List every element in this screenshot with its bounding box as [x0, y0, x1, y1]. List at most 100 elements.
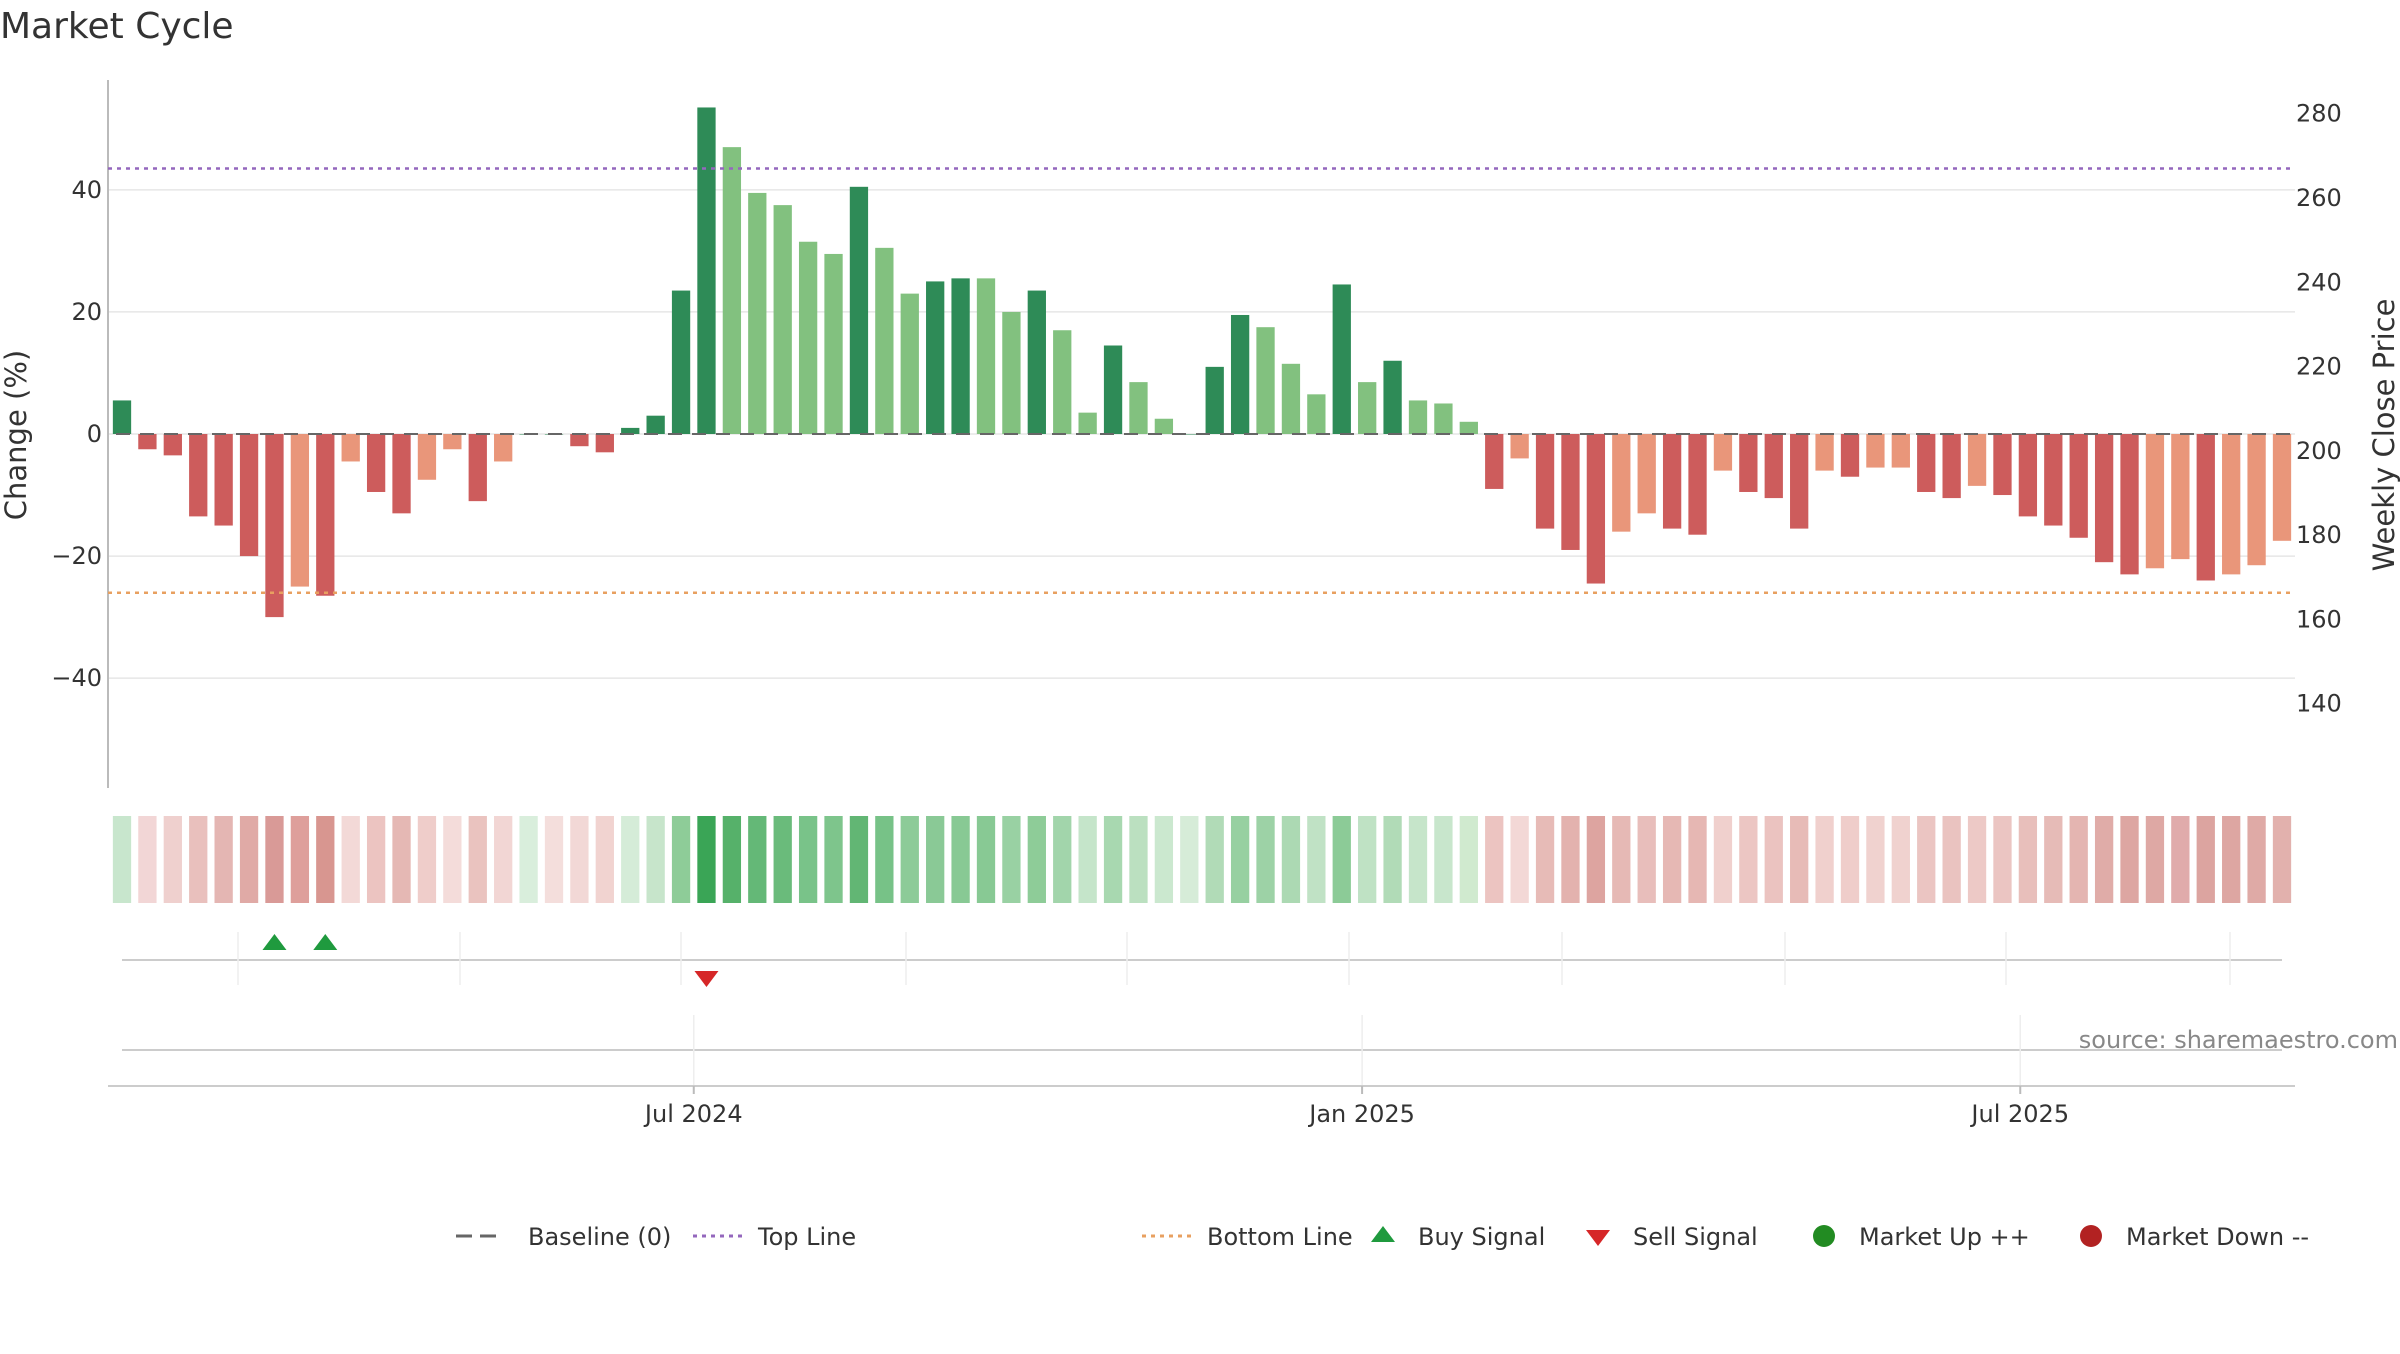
heat-strip-cell: [1027, 816, 1046, 903]
heat-strip-cell: [214, 816, 233, 903]
heat-strip-cell: [875, 816, 894, 903]
heat-strip-cell: [1307, 816, 1326, 903]
bar: [1307, 394, 1326, 434]
heat-strip-cell: [595, 816, 614, 903]
heat-strip-cell: [366, 816, 386, 903]
legend-item: Top Line: [693, 1223, 856, 1251]
source-credit: source: sharemaestro.com: [2079, 1026, 2398, 1054]
bar: [1713, 434, 1733, 471]
bar: [1434, 403, 1453, 434]
heat-strip-cell: [341, 816, 360, 903]
bar: [239, 434, 259, 557]
x-tick-label: Jan 2025: [1307, 1100, 1415, 1128]
heat-strip-cell: [2120, 816, 2139, 903]
bar: [2120, 434, 2139, 575]
legend-swatch-triangle-up: [1371, 1226, 1395, 1242]
heat-strip-cell: [112, 816, 132, 903]
bar: [1917, 434, 1936, 492]
heat-strip-cell: [265, 816, 284, 903]
bar: [366, 434, 386, 492]
bar: [417, 434, 437, 480]
y-tick-label-right: 280: [2296, 100, 2342, 128]
heat-strip-cell: [1510, 816, 1529, 903]
bar: [1053, 330, 1072, 434]
bar: [1967, 434, 1987, 486]
heat-strip-cell: [1459, 816, 1478, 903]
heat-strip-cell: [1281, 816, 1301, 903]
heat-strip-cell: [798, 816, 818, 903]
heat-strip-cell: [417, 816, 437, 903]
heat-strip-cell: [2171, 816, 2190, 903]
legend-item: Market Down --: [2080, 1223, 2309, 1251]
heat-strip-cell: [1485, 816, 1504, 903]
y-axis-right-title: Weekly Close Price: [2367, 299, 2400, 572]
heat-strip-cell: [1612, 816, 1631, 903]
x-tick-label: Jul 2025: [1969, 1100, 2069, 1128]
bar: [1103, 345, 1123, 434]
heat-strip-cell: [773, 816, 792, 903]
heat-strip-cell: [163, 816, 182, 903]
heat-strip-cell: [2018, 816, 2038, 903]
bar: [773, 205, 792, 434]
heat-strip-cell: [392, 816, 411, 903]
heat-strip-cell: [621, 816, 640, 903]
legend-item: Market Up ++: [1813, 1223, 2030, 1251]
bar: [2222, 434, 2241, 575]
bar: [900, 293, 919, 434]
heat-strip-cell: [1662, 816, 1682, 903]
heat-strip-cell: [2196, 816, 2215, 903]
heat-strip-cell: [316, 816, 335, 903]
bar: [1840, 434, 1860, 477]
bar: [1866, 434, 1885, 468]
heat-strip-cell: [1103, 816, 1123, 903]
heat-strip-cell: [1967, 816, 1987, 903]
heat-strip-cell: [1383, 816, 1402, 903]
bar: [1408, 400, 1428, 434]
heat-strip-cell: [544, 816, 564, 903]
y-tick-label-right: 240: [2296, 268, 2342, 296]
heat-strip-cell: [494, 816, 513, 903]
heat-strip-cell: [1942, 816, 1961, 903]
bar: [392, 434, 411, 514]
heat-strip-cell: [1739, 816, 1758, 903]
bar: [1510, 434, 1529, 459]
y-tick-label-left: −20: [51, 542, 102, 570]
heat-strip-cell: [468, 816, 487, 903]
bar: [1662, 434, 1682, 529]
heat-strip-cell: [1002, 816, 1021, 903]
bar: [2145, 434, 2165, 569]
heat-strip-cell: [138, 816, 157, 903]
bar: [671, 290, 691, 434]
heat-strip-cell: [1078, 816, 1097, 903]
y-tick-label-right: 260: [2296, 184, 2342, 212]
bar: [1790, 434, 1809, 529]
bar: [2247, 434, 2266, 566]
bar: [494, 434, 513, 462]
bar: [265, 434, 284, 618]
sell-signal-marker: [694, 971, 719, 987]
bar: [214, 434, 233, 526]
heat-strip-cell: [722, 816, 742, 903]
heat-strip-cell: [2272, 816, 2292, 903]
bar: [1205, 366, 1224, 434]
bar: [2272, 434, 2292, 541]
heat-strip-cell: [1891, 816, 1910, 903]
heat-strip-cell: [849, 816, 869, 903]
bar: [1561, 434, 1580, 550]
bar: [1637, 434, 1656, 514]
legend-label: Bottom Line: [1207, 1223, 1353, 1251]
bar: [849, 186, 869, 434]
bar: [163, 434, 182, 456]
heat-strip-cell: [1053, 816, 1072, 903]
y-tick-label-right: 200: [2296, 437, 2342, 465]
heat-strip-cell: [1230, 816, 1250, 903]
legend-label: Market Down --: [2126, 1223, 2309, 1251]
bar: [722, 147, 742, 434]
heat-strip: [112, 816, 2292, 903]
bar: [138, 434, 157, 450]
legend-item: Bottom Line: [1142, 1223, 1353, 1251]
bar: [2069, 434, 2088, 538]
bar: [2196, 434, 2215, 581]
